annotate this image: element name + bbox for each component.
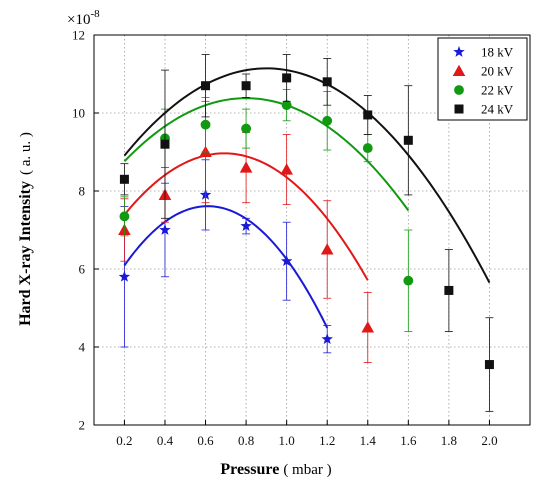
data-point [118, 270, 131, 282]
plot-frame [93, 34, 531, 426]
series-layer [118, 54, 494, 412]
data-point [281, 100, 292, 111]
y-axis-multiplier: ×10-8 [67, 8, 100, 28]
data-point [403, 275, 414, 286]
data-point [363, 110, 373, 120]
x-tick-label: 1.4 [360, 433, 377, 448]
data-point [119, 174, 129, 184]
data-point [282, 73, 292, 83]
legend-marker [454, 85, 464, 95]
data-point [361, 321, 375, 333]
x-tick-label: 0.6 [197, 433, 214, 448]
data-point [200, 119, 211, 130]
y-tick-label: 6 [79, 262, 86, 277]
legend-label: 20 kV [481, 64, 514, 79]
legend-label: 18 kV [481, 45, 514, 60]
axis-ticks: 0.2 0.4 0.6 0.8 1.0 1.2 1.4 1.6 1.8 2.0 2 4 6 8 10 12 [72, 28, 498, 449]
x-tick-label: 0.8 [238, 433, 254, 448]
data-point [119, 211, 130, 222]
x-tick-label: 0.2 [116, 433, 132, 448]
x-tick-label: 2.0 [481, 433, 497, 448]
x-tick-label: 1.6 [400, 433, 417, 448]
data-point [403, 135, 413, 145]
legend-label: 22 kV [481, 83, 514, 98]
x-axis-title: Pressure( mbar ) [220, 461, 331, 478]
series-24-kv [119, 54, 494, 412]
legend-label: 24 kV [481, 102, 514, 117]
x-tick-label: 1.8 [441, 433, 457, 448]
data-point [280, 255, 293, 267]
legend: 18 kV 20 kV 22 kV 24 kV [437, 37, 528, 121]
fit-curve [123, 205, 329, 329]
series-18-kv [118, 159, 333, 354]
data-point [241, 123, 252, 134]
y-tick-label: 12 [72, 28, 85, 43]
series-22-kv [119, 89, 414, 332]
data-point [320, 243, 334, 255]
data-point [322, 115, 333, 126]
x-tick-label: 1.2 [319, 433, 335, 448]
y-tick-label: 4 [79, 340, 86, 355]
data-point [362, 143, 373, 154]
data-point [280, 163, 293, 175]
data-point [239, 161, 253, 173]
fit-curve [123, 67, 491, 284]
y-axis-title: Hard X-ray Intensity( a. u. ) [17, 132, 34, 326]
legend-marker [453, 46, 465, 57]
y-tick-label: 10 [72, 106, 85, 121]
data-point [160, 139, 170, 149]
y-tick-label: 8 [79, 184, 86, 199]
data-point [159, 224, 171, 235]
x-tick-label: 1.0 [279, 433, 295, 448]
legend-box [437, 37, 528, 121]
data-point [241, 81, 251, 91]
data-point [201, 81, 211, 91]
data-point [444, 285, 454, 295]
data-point [322, 77, 332, 87]
fit-curve [123, 97, 410, 212]
x-tick-label: 0.4 [157, 433, 174, 448]
data-point [240, 220, 252, 231]
data-point [484, 360, 494, 370]
y-tick-label: 2 [79, 418, 86, 433]
data-point [321, 333, 333, 345]
legend-marker [452, 64, 466, 77]
legend-marker [454, 104, 464, 114]
